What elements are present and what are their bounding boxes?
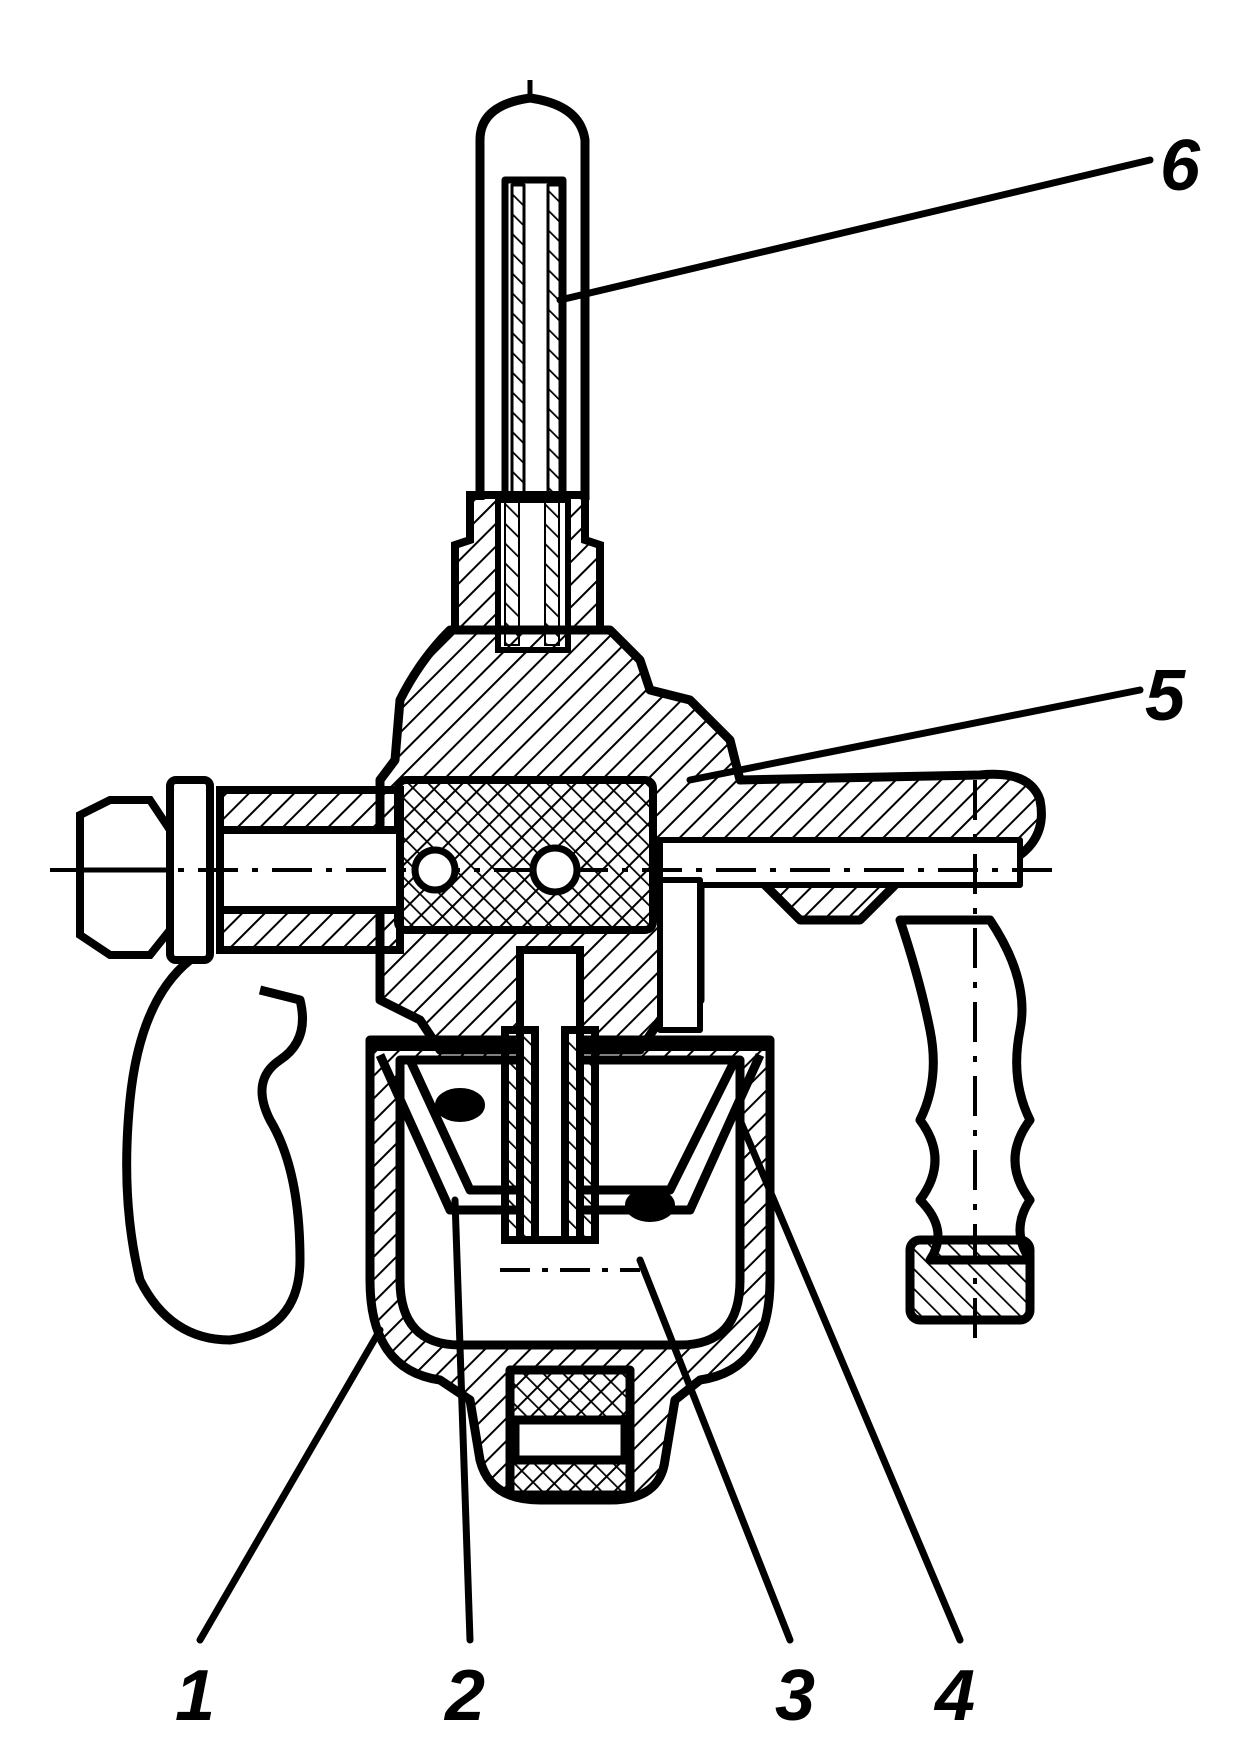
callout-label-2: 2 [443, 1656, 485, 1736]
valve-body [375, 625, 1046, 1055]
callout-label-1: 1 [175, 1656, 215, 1736]
leader-line-1 [196, 1326, 384, 1644]
leader-line-2 [451, 1196, 474, 1644]
pin-holes [411, 844, 581, 896]
leader-lines [196, 156, 1154, 1644]
leader-line-4 [736, 1116, 964, 1644]
leader-line-5 [686, 686, 1144, 784]
right-lever [895, 780, 1035, 1340]
leader-line-6 [556, 156, 1154, 304]
seal-rings [435, 1088, 675, 1222]
valve-stem [500, 946, 640, 1272]
callout-label-4: 4 [933, 1656, 975, 1736]
callout-label-5: 5 [1145, 656, 1186, 736]
gland-nut [451, 491, 604, 653]
callout-label-3: 3 [775, 1656, 815, 1736]
callout-label-6: 6 [1160, 126, 1201, 206]
left-lever [122, 956, 307, 1345]
leader-line-3 [636, 1256, 794, 1644]
